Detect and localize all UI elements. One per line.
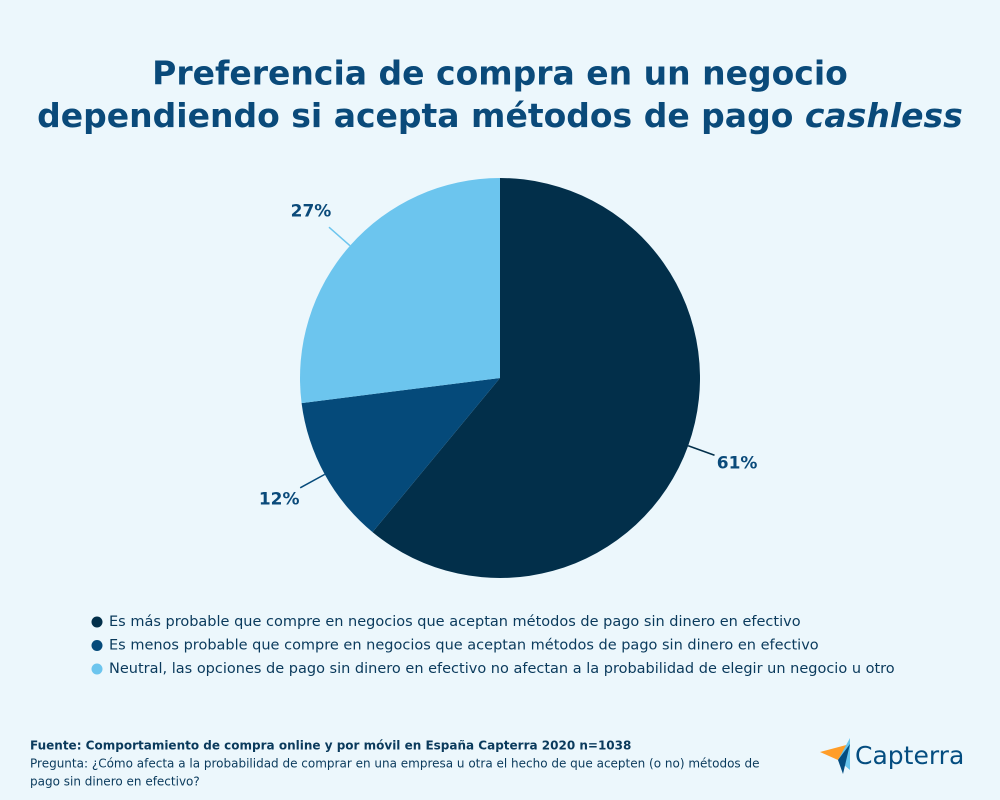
data-label: 61% [717, 453, 758, 473]
chart-title: dependiendo si acepta métodos de pago ca… [37, 96, 963, 135]
legend-marker [91, 663, 103, 675]
chart-title: Preferencia de compra en un negocio [152, 54, 848, 93]
pie-slice [372, 178, 700, 578]
leader-line [299, 473, 326, 489]
data-label: 12% [259, 489, 300, 509]
question: pago sin dinero en efectivo? [30, 775, 200, 789]
title-emphasis: cashless [805, 96, 963, 135]
chart-title: dependiendo si acepta métodos de pago [37, 96, 793, 135]
pie-slice [300, 178, 500, 404]
brand: Capterra [855, 741, 964, 770]
data-label: 27% [291, 201, 332, 221]
pie-slice [301, 378, 500, 533]
question: Pregunta: ¿Cómo afecta a la probabilidad… [30, 757, 760, 771]
legend-marker [91, 616, 103, 628]
source: Fuente: Comportamiento de compra online … [30, 739, 631, 753]
leader-line [328, 226, 351, 247]
legend-marker [91, 640, 103, 651]
logo-icon [838, 744, 850, 774]
leader-line [687, 445, 715, 456]
logo: Capterra [820, 738, 964, 774]
legend-label: Es menos probable que compre en negocios… [109, 638, 819, 654]
logo-icon [820, 744, 850, 760]
legend-label: Neutral, las opciones de pago sin dinero… [109, 661, 895, 677]
legend-label: Es más probable que compre en negocios q… [109, 614, 801, 630]
